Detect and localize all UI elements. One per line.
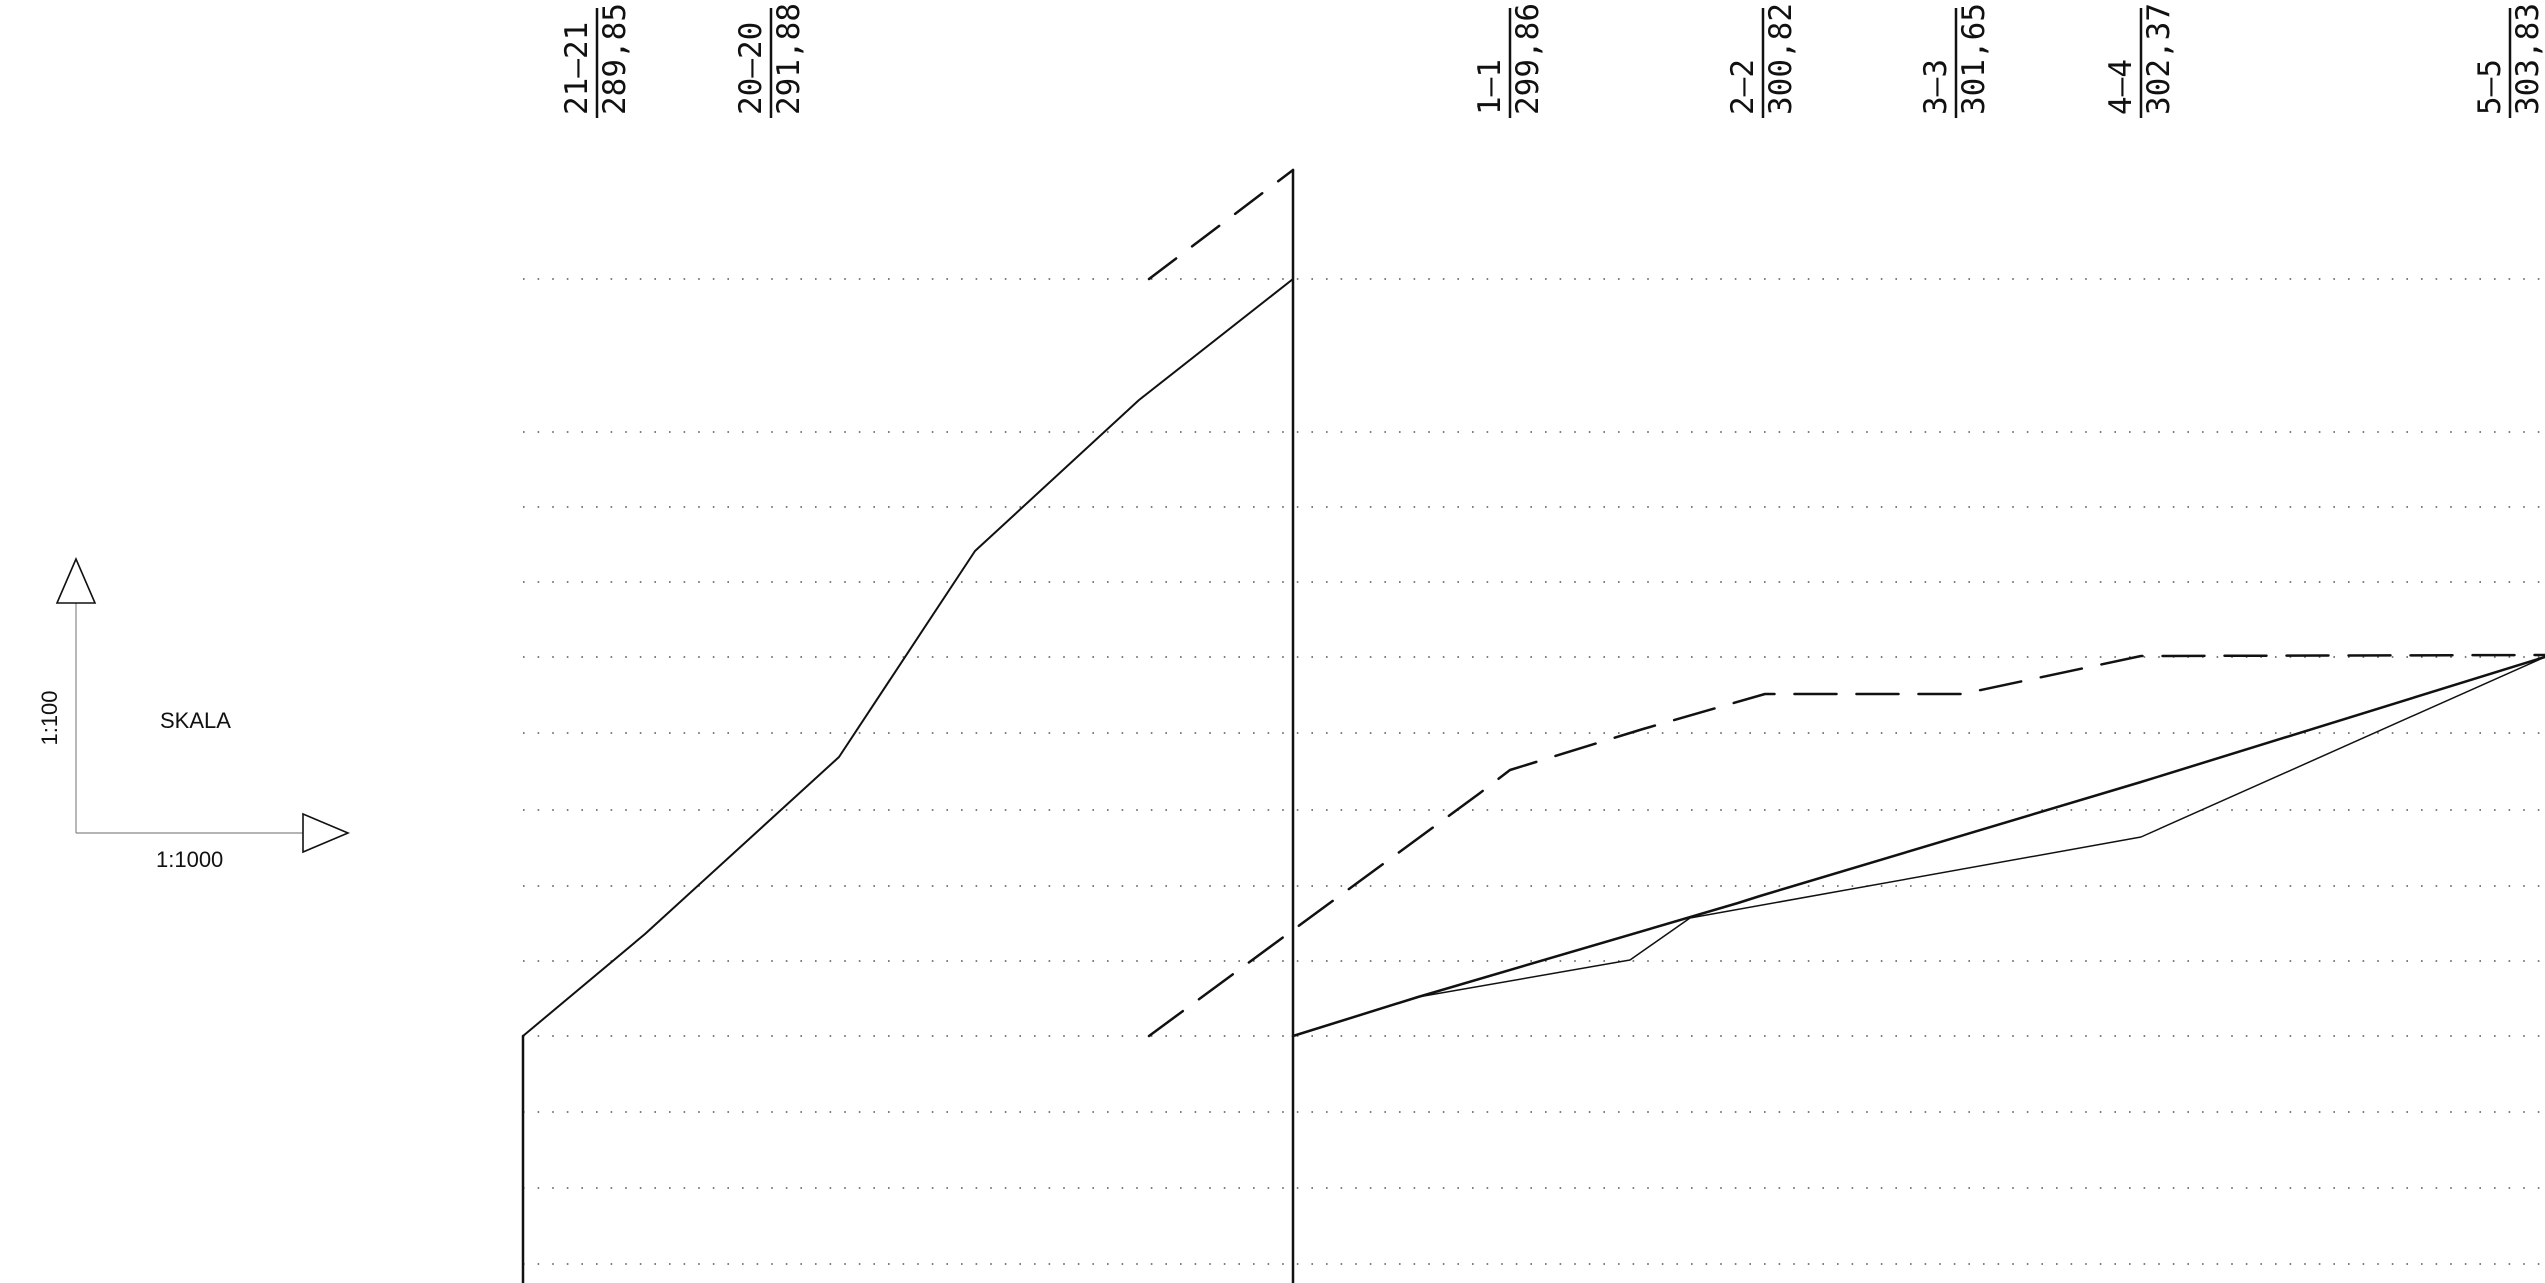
station-label: 1–1 299,86 xyxy=(1472,3,1546,118)
station-id: 3–3 xyxy=(1918,59,1954,115)
profile-lines xyxy=(521,168,2545,1283)
dashed-profile-line xyxy=(1147,653,2545,1038)
station-id: 1–1 xyxy=(1472,59,1508,115)
station-elevation: 302,37 xyxy=(2141,3,2177,115)
station-elevation: 301,65 xyxy=(1956,3,1992,115)
station-elevation: 299,86 xyxy=(1510,3,1546,115)
left-terrain-line xyxy=(522,278,1294,1037)
scale-horizontal-label: 1:1000 xyxy=(156,847,223,872)
station-label: 2–2 300,82 xyxy=(1725,3,1799,118)
station-elevation: 300,82 xyxy=(1763,3,1799,115)
station-labels: 21–21 289,85 20–20 291,88 1–1 299,86 2–2… xyxy=(559,3,2545,118)
station-elevation: 303,83 xyxy=(2510,3,2545,115)
scale-title: SKALA xyxy=(160,708,231,733)
station-id: 2–2 xyxy=(1725,59,1761,115)
station-id: 5–5 xyxy=(2472,59,2508,115)
scale-vertical-label: 1:100 xyxy=(37,690,62,745)
station-elevation: 289,85 xyxy=(597,3,633,115)
station-label: 5–5 303,83 xyxy=(2472,3,2545,118)
triangle-right-icon xyxy=(302,812,351,854)
upper-dashed-line xyxy=(1147,168,1295,281)
station-label: 21–21 289,85 xyxy=(559,3,633,118)
station-label: 4–4 302,37 xyxy=(2103,3,2177,118)
main-profile-line xyxy=(1291,655,2545,1038)
station-label: 3–3 301,65 xyxy=(1918,3,1992,118)
thin-profile-line xyxy=(1292,656,2545,1037)
triangle-up-icon xyxy=(55,556,97,604)
station-elevation: 291,88 xyxy=(771,3,807,115)
station-id: 21–21 xyxy=(559,22,595,115)
station-label: 20–20 291,88 xyxy=(733,3,807,118)
station-id: 4–4 xyxy=(2103,59,2139,115)
scale-legend: 1:100 SKALA 1:1000 xyxy=(37,556,351,872)
station-id: 20–20 xyxy=(733,22,769,115)
dotted-grid xyxy=(523,278,2545,1265)
